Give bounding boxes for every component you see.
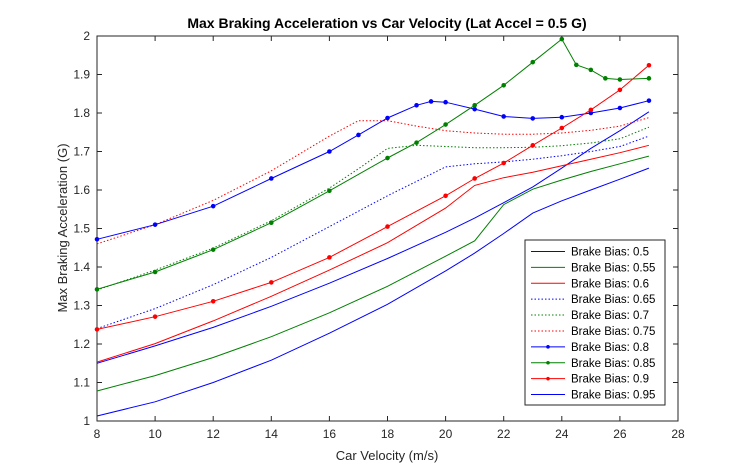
y-tick-label: 1.5 — [73, 222, 90, 236]
series-point — [617, 87, 623, 93]
series-point — [152, 314, 158, 319]
series-point — [385, 115, 390, 121]
series-point — [559, 125, 565, 131]
series-point — [327, 255, 332, 260]
series-point — [327, 188, 332, 194]
y-tick-label: 1.1 — [73, 376, 90, 390]
x-tick-label: 24 — [555, 427, 569, 441]
series-point — [472, 103, 477, 108]
x-tick-label: 8 — [94, 427, 101, 441]
y-tick-label: 1.6 — [73, 183, 90, 197]
x-tick-label: 10 — [148, 427, 162, 441]
series-point — [646, 76, 652, 81]
legend-label: Brake Bias: 0.95 — [571, 390, 655, 402]
legend-marker — [546, 345, 550, 349]
series-point — [603, 76, 608, 81]
series-line-9 — [96, 167, 650, 417]
y-tick-label: 1.9 — [73, 68, 90, 82]
series-point — [472, 106, 477, 112]
x-tick-label: 12 — [207, 427, 221, 441]
x-tick-label: 14 — [265, 427, 279, 441]
series-line-0 — [96, 111, 650, 364]
y-tick-label: 1.4 — [73, 260, 90, 274]
series-point — [472, 176, 477, 181]
series-point — [414, 103, 419, 108]
legend-label: Brake Bias: 0.85 — [571, 358, 655, 370]
y-tick-label: 1.7 — [73, 145, 90, 159]
series-point — [530, 116, 536, 121]
series-point — [574, 62, 579, 68]
legend: Brake Bias: 0.5 Brake Bias: 0.55 Brake Bia… — [524, 239, 666, 406]
legend-marker — [546, 376, 550, 381]
series-point — [501, 114, 507, 119]
y-tick-label: 1.3 — [73, 299, 90, 313]
series-point — [588, 67, 594, 73]
chart-title: Max Braking Acceleration vs Car Velocity… — [187, 15, 586, 31]
y-tick-label: 1.2 — [73, 337, 90, 351]
legend-label: Brake Bias: 0.9 — [571, 374, 649, 386]
series-line-3 — [96, 135, 650, 330]
x-tick-label: 28 — [671, 427, 685, 441]
series-point — [94, 327, 100, 332]
series-point — [269, 220, 274, 226]
series-point — [269, 280, 274, 285]
series-point — [501, 160, 507, 166]
y-axis-label: Max Braking Acceleration (G) — [55, 143, 70, 312]
series-point — [327, 149, 332, 154]
series-point — [152, 222, 158, 227]
series-line-2 — [96, 144, 650, 363]
x-tick-label: 20 — [439, 427, 453, 441]
x-tick-label: 22 — [497, 427, 511, 441]
series-point — [443, 193, 448, 199]
series-point — [646, 62, 652, 68]
series-point — [94, 287, 100, 292]
series-point — [617, 77, 623, 82]
series-line-1 — [96, 155, 650, 392]
x-axis-label: Car Velocity (m/s) — [336, 448, 439, 463]
y-tick-label: 1.8 — [73, 106, 90, 120]
series-point — [559, 114, 565, 120]
y-tick-label: 1 — [83, 414, 90, 428]
legend-marker — [546, 360, 550, 365]
series-point — [210, 247, 216, 252]
legend-label: Brake Bias: 0.5 — [571, 246, 649, 258]
series-point — [385, 224, 390, 229]
y-tick-label: 2 — [83, 29, 90, 43]
series-point — [646, 98, 652, 103]
series-point — [210, 203, 216, 209]
legend-label: Brake Bias: 0.8 — [571, 342, 649, 354]
x-tick-label: 26 — [613, 427, 627, 441]
series-line-8 — [96, 64, 650, 330]
legend-label: Brake Bias: 0.55 — [571, 262, 655, 274]
series-point — [414, 140, 419, 145]
series-point — [210, 298, 216, 304]
series-point — [443, 99, 448, 105]
legend-label: Brake Bias: 0.6 — [571, 278, 649, 290]
series-point — [94, 236, 100, 242]
series-point — [559, 36, 565, 42]
series-point — [530, 59, 536, 65]
series-point — [530, 143, 536, 148]
series-point — [356, 132, 361, 138]
series-point — [588, 107, 594, 113]
legend-label: Brake Bias: 0.65 — [571, 294, 655, 306]
x-tick-label: 18 — [381, 427, 395, 441]
series-point — [428, 99, 434, 104]
series-line-5 — [96, 117, 650, 245]
series-point — [501, 82, 507, 88]
x-tick-label: 16 — [323, 427, 337, 441]
series-point — [269, 176, 274, 181]
series-point — [385, 155, 390, 161]
series-point — [617, 105, 623, 111]
series-line-4 — [96, 126, 650, 291]
series-point — [152, 269, 158, 275]
series-point — [443, 122, 448, 127]
legend-label: Brake Bias: 0.7 — [571, 310, 649, 322]
legend-label: Brake Bias: 0.75 — [571, 326, 655, 338]
